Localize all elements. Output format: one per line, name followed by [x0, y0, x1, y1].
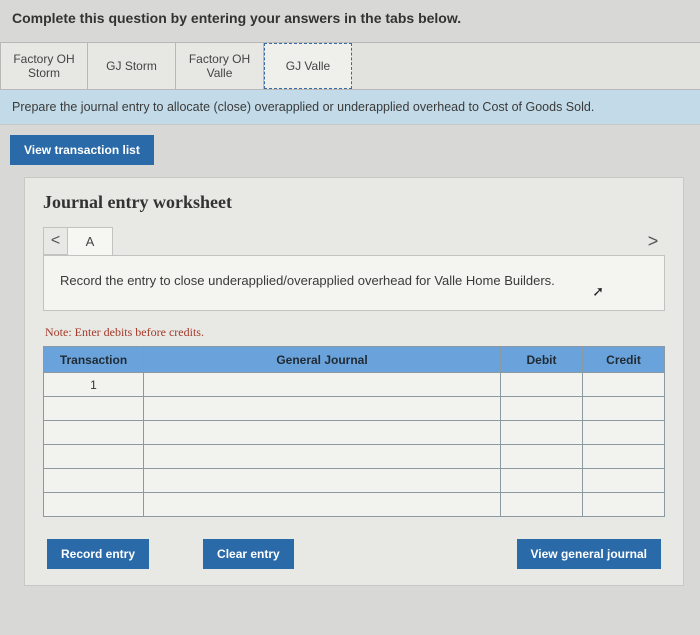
prev-entry-arrow[interactable]: <: [43, 227, 67, 255]
view-transaction-list-button[interactable]: View transaction list: [10, 135, 154, 165]
cell-credit[interactable]: [583, 373, 665, 397]
tab-gj-valle[interactable]: GJ Valle: [264, 43, 352, 89]
cursor-icon: ➚: [592, 282, 604, 302]
cell-credit[interactable]: [583, 421, 665, 445]
col-header-debit: Debit: [501, 347, 583, 373]
table-row: 1: [44, 373, 665, 397]
cell-transaction[interactable]: [44, 421, 144, 445]
worksheet-subtabs: < A >: [43, 227, 665, 255]
cell-debit[interactable]: [501, 493, 583, 517]
record-prompt-box: Record the entry to close underapplied/o…: [43, 255, 665, 311]
cell-general-journal[interactable]: [144, 373, 501, 397]
page-title: Complete this question by entering your …: [0, 0, 700, 42]
cell-general-journal[interactable]: [144, 493, 501, 517]
record-prompt-text: Record the entry to close underapplied/o…: [60, 273, 555, 288]
cell-general-journal[interactable]: [144, 469, 501, 493]
cell-credit[interactable]: [583, 397, 665, 421]
table-row: [44, 445, 665, 469]
cell-transaction[interactable]: [44, 445, 144, 469]
col-header-general-journal: General Journal: [144, 347, 501, 373]
cell-debit[interactable]: [501, 373, 583, 397]
cell-credit[interactable]: [583, 445, 665, 469]
view-general-journal-button[interactable]: View general journal: [517, 539, 661, 569]
clear-entry-button[interactable]: Clear entry: [203, 539, 294, 569]
worksheet-title: Journal entry worksheet: [43, 192, 665, 213]
note-text: Note: Enter debits before credits.: [45, 325, 665, 340]
action-row: Record entry Clear entry View general jo…: [43, 539, 665, 569]
col-header-credit: Credit: [583, 347, 665, 373]
cell-credit[interactable]: [583, 469, 665, 493]
table-header-row: Transaction General Journal Debit Credit: [44, 347, 665, 373]
cell-transaction[interactable]: [44, 397, 144, 421]
tab-factory-oh-valle[interactable]: Factory OH Valle: [176, 43, 264, 89]
cell-debit[interactable]: [501, 445, 583, 469]
tabs-row: Factory OH Storm GJ Storm Factory OH Val…: [0, 42, 700, 90]
col-header-transaction: Transaction: [44, 347, 144, 373]
tab-gj-storm[interactable]: GJ Storm: [88, 43, 176, 89]
table-row: [44, 493, 665, 517]
cell-debit[interactable]: [501, 469, 583, 493]
table-row: [44, 469, 665, 493]
cell-general-journal[interactable]: [144, 445, 501, 469]
cell-general-journal[interactable]: [144, 397, 501, 421]
journal-entry-table: Transaction General Journal Debit Credit…: [43, 346, 665, 517]
cell-credit[interactable]: [583, 493, 665, 517]
cell-transaction[interactable]: 1: [44, 373, 144, 397]
subtab-a[interactable]: A: [67, 227, 113, 255]
cell-debit[interactable]: [501, 397, 583, 421]
cell-general-journal[interactable]: [144, 421, 501, 445]
tab-factory-oh-storm[interactable]: Factory OH Storm: [0, 43, 88, 89]
cell-transaction[interactable]: [44, 493, 144, 517]
record-entry-button[interactable]: Record entry: [47, 539, 149, 569]
next-entry-arrow[interactable]: >: [641, 227, 665, 255]
table-row: [44, 397, 665, 421]
cell-transaction[interactable]: [44, 469, 144, 493]
table-row: [44, 421, 665, 445]
cell-debit[interactable]: [501, 421, 583, 445]
journal-worksheet-panel: Journal entry worksheet < A > Record the…: [24, 177, 684, 586]
instruction-text: Prepare the journal entry to allocate (c…: [0, 90, 700, 125]
